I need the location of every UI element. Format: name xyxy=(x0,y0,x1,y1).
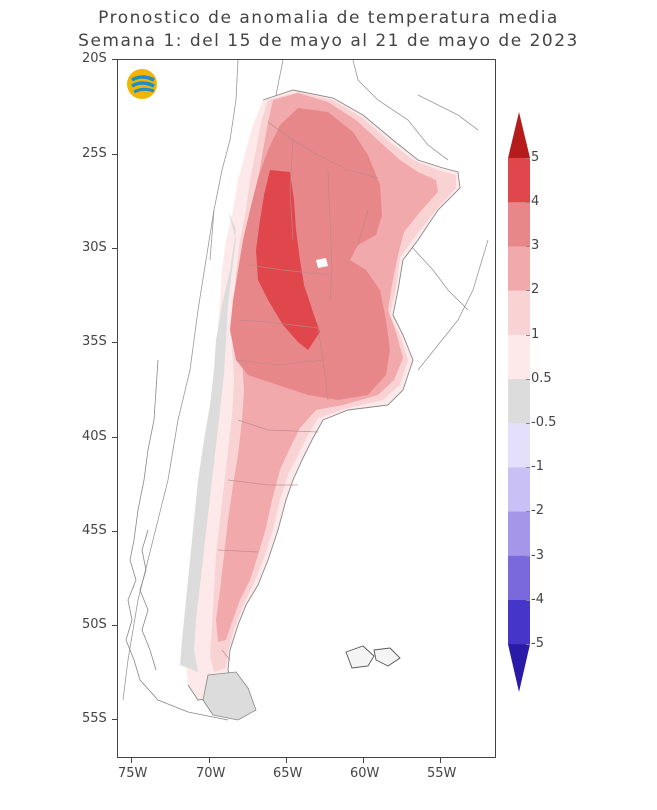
y-tick xyxy=(112,59,117,60)
x-label-55w: 55W xyxy=(427,766,457,781)
y-tick xyxy=(112,342,117,343)
cbar-segment xyxy=(508,202,530,247)
x-tick xyxy=(286,758,287,763)
cbar-segment xyxy=(508,600,530,645)
chile-coast xyxy=(125,359,229,721)
cbar-tick xyxy=(526,600,530,601)
cbar-tick xyxy=(526,335,530,336)
cbar-label-neg-4: -4 xyxy=(531,592,544,607)
x-tick xyxy=(363,758,364,763)
color-scale-bar xyxy=(508,112,530,692)
y-label-50s: 50S xyxy=(82,617,107,632)
cbar-label-5: 5 xyxy=(531,150,540,165)
y-label-30s: 30S xyxy=(82,240,107,255)
province-borders xyxy=(217,121,379,661)
argentina-outline xyxy=(187,89,461,701)
cbar-tick xyxy=(526,379,530,380)
cbar-label-4: 4 xyxy=(531,194,540,209)
smn-logo-icon xyxy=(127,69,157,99)
near-normal-zone xyxy=(180,210,236,672)
cbar-segment xyxy=(508,246,530,292)
anomaly-level-4 xyxy=(256,170,320,350)
cbar-tick xyxy=(526,556,530,557)
y-tick xyxy=(112,719,117,720)
cbar-segment xyxy=(508,555,530,601)
y-tick xyxy=(112,625,117,626)
x-tick xyxy=(440,758,441,763)
y-label-40s: 40S xyxy=(82,429,107,444)
cbar-tick xyxy=(526,158,530,159)
cbar-tick xyxy=(526,202,530,203)
cbar-label-neg-0-5: -0.5 xyxy=(531,415,557,430)
x-label-75w: 75W xyxy=(118,766,148,781)
cbar-segment xyxy=(508,290,530,336)
cbar-segment xyxy=(508,334,530,380)
cbar-tick xyxy=(526,511,530,512)
y-label-55s: 55S xyxy=(82,711,107,726)
cbar-tick xyxy=(526,467,530,468)
x-tick xyxy=(209,758,210,763)
map-title: Pronostico de anomalia de temperatura me… xyxy=(98,8,559,28)
neighbor-borders xyxy=(122,60,489,701)
y-tick xyxy=(112,154,117,155)
cbar-tick xyxy=(526,423,530,424)
y-label-45s: 45S xyxy=(82,523,107,538)
y-tick xyxy=(112,531,117,532)
cbar-label-2: 2 xyxy=(531,282,540,297)
cbar-tick xyxy=(526,644,530,645)
cbar-label-neg-2: -2 xyxy=(531,503,544,518)
cbar-segment xyxy=(508,158,530,203)
cbar-label-1: 1 xyxy=(531,327,540,342)
map-subtitle: Semana 1: del 15 de mayo al 21 de mayo d… xyxy=(78,31,579,51)
y-label-35s: 35S xyxy=(82,334,107,349)
lake-patch xyxy=(316,258,328,268)
cbar-label-3: 3 xyxy=(531,238,540,253)
y-tick xyxy=(112,248,117,249)
malvinas-islands xyxy=(345,645,401,669)
cbar-segment xyxy=(508,112,530,158)
cbar-label-neg-5: -5 xyxy=(531,636,544,651)
y-tick xyxy=(112,437,117,438)
cbar-segment xyxy=(508,644,530,692)
cbar-label-neg-1: -1 xyxy=(531,459,544,474)
y-label-20s: 20S xyxy=(82,51,107,66)
y-label-25s: 25S xyxy=(82,146,107,161)
cbar-tick xyxy=(526,290,530,291)
cbar-segment xyxy=(508,423,530,468)
map-frame xyxy=(117,59,496,758)
x-label-70w: 70W xyxy=(196,766,226,781)
x-label-60w: 60W xyxy=(350,766,380,781)
cbar-segment xyxy=(508,379,530,424)
x-label-65w: 65W xyxy=(273,766,303,781)
tierra-del-fuego xyxy=(202,671,257,721)
cbar-label-0-5: 0.5 xyxy=(531,371,552,386)
cbar-segment xyxy=(508,467,530,513)
x-tick xyxy=(131,758,132,763)
anomaly-map xyxy=(122,60,489,721)
cbar-label-neg-3: -3 xyxy=(531,548,544,563)
cbar-tick xyxy=(526,246,530,247)
cbar-segment xyxy=(508,511,530,557)
